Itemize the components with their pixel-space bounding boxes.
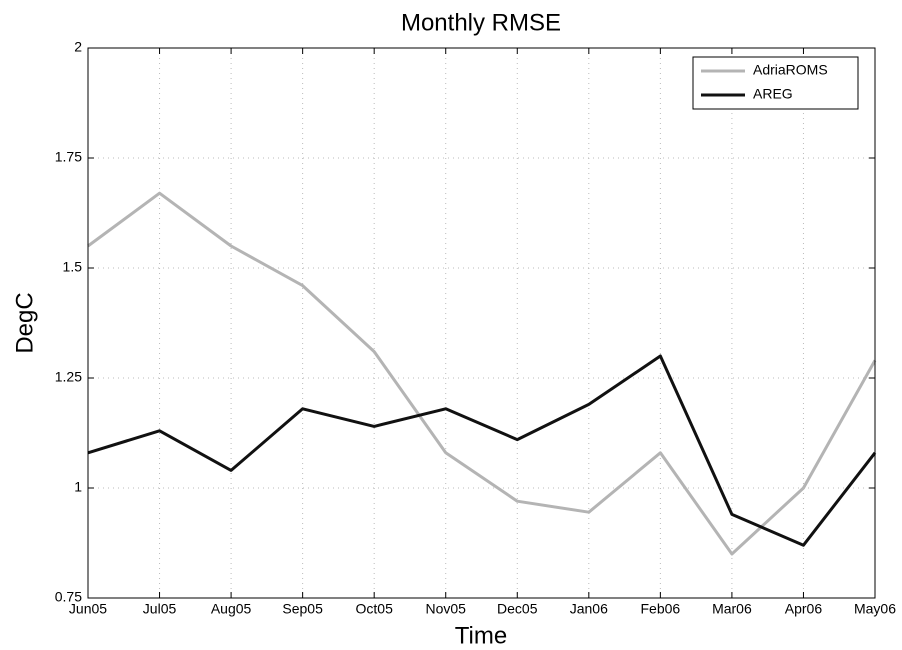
y-tick-label: 1.5	[63, 259, 83, 275]
x-tick-label: Jul05	[143, 601, 177, 617]
series-line	[87, 354, 877, 547]
x-tick-label: May06	[854, 601, 896, 617]
x-tick-label: Nov05	[425, 601, 466, 617]
legend-label: AREG	[753, 86, 793, 102]
x-tick-label: Jun05	[69, 601, 107, 617]
x-tick-label: Aug05	[211, 601, 252, 617]
x-tick-label: Feb06	[641, 601, 681, 617]
series-line	[87, 191, 877, 556]
y-tick-label: 2	[74, 39, 82, 55]
x-axis-label: Time	[455, 622, 507, 649]
chart-title: Monthly RMSE	[401, 9, 561, 36]
y-tick-label: 1.75	[55, 149, 82, 165]
x-tick-label: Dec05	[497, 601, 538, 617]
y-tick-label: 1	[74, 479, 82, 495]
x-tick-label: Apr06	[785, 601, 823, 617]
y-axis-label: DegC	[11, 292, 38, 353]
x-tick-label: Mar06	[712, 601, 752, 617]
x-tick-label: Sep05	[282, 601, 323, 617]
legend-label: AdriaROMS	[753, 62, 828, 78]
x-tick-label: Jan06	[570, 601, 608, 617]
legend-box	[692, 56, 859, 110]
y-tick-label: 0.75	[55, 589, 82, 605]
y-tick-label: 1.25	[55, 369, 82, 385]
plot-frame	[87, 47, 876, 599]
x-tick-label: Oct05	[356, 601, 394, 617]
